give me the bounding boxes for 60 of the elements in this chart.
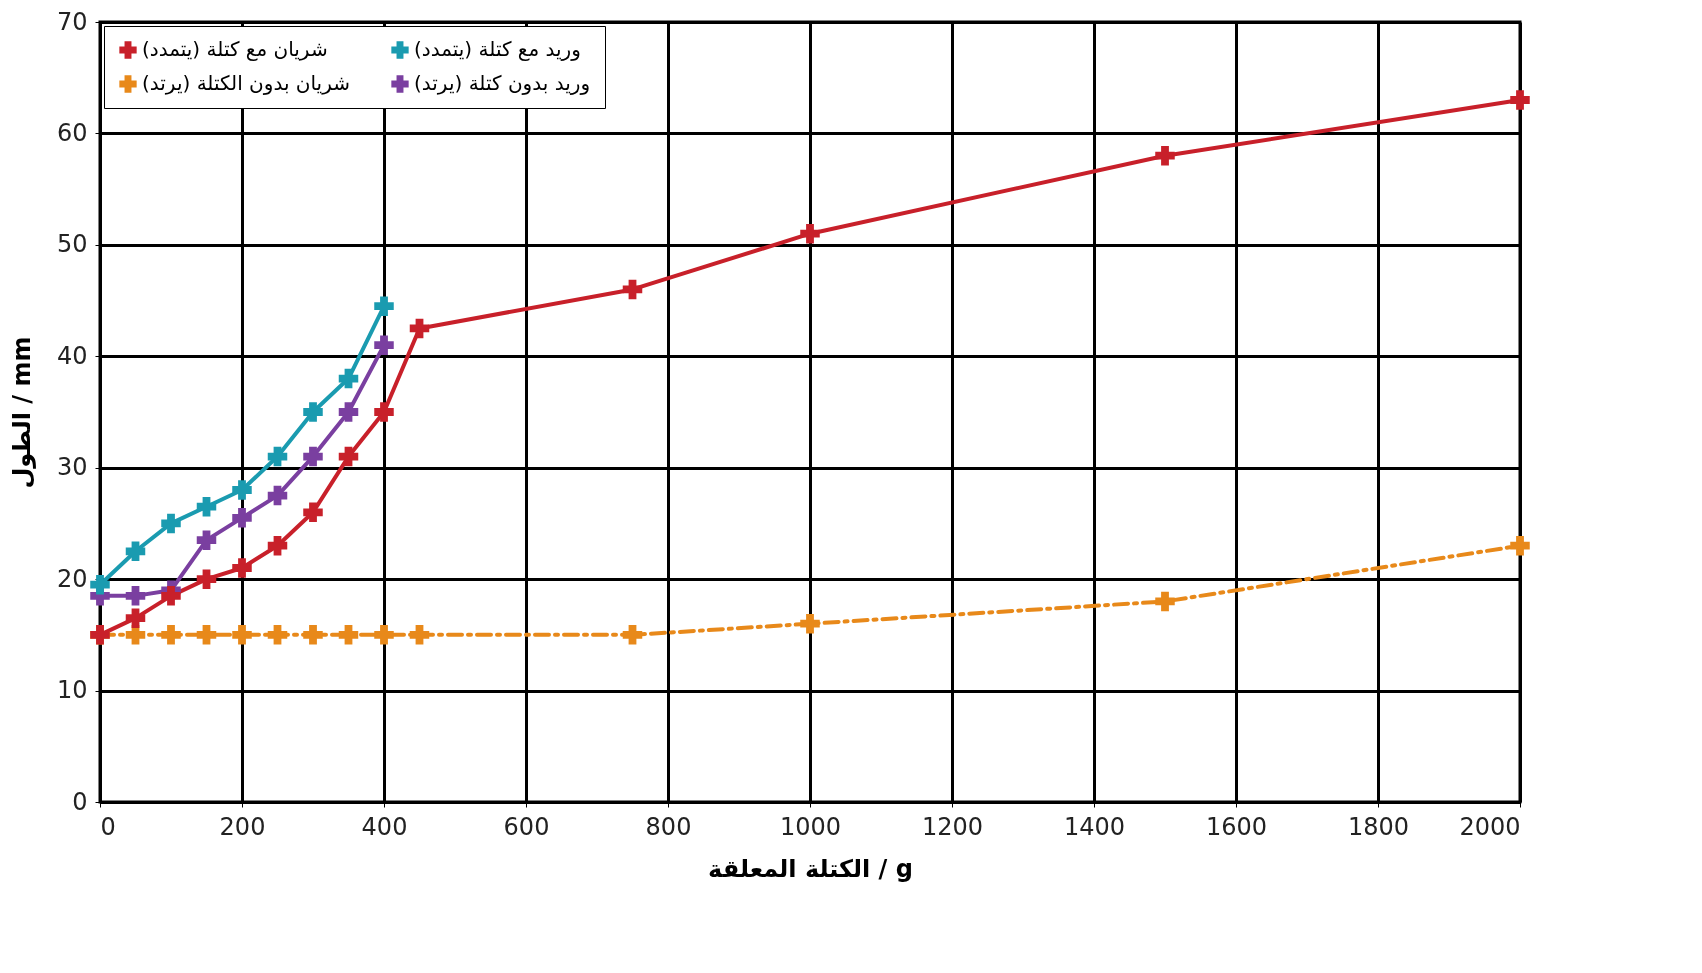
point [1510,535,1530,556]
y-tick-label: 60 [56,118,88,147]
point [267,625,288,645]
legend-label: وريد مع كتلة (يتمدد) [414,37,581,61]
point [125,586,146,606]
legend-label: شريان مع كتلة (يتمدد) [142,37,328,61]
y-axis-title: الطول / mm [7,336,36,489]
point [800,223,820,244]
point [374,296,394,316]
point [800,613,820,634]
x-tick-label: 200 [219,812,266,841]
point [303,402,323,422]
point [267,535,288,556]
point [1510,90,1530,110]
point [161,586,181,606]
point [409,625,430,645]
point [196,530,217,550]
y-tick-label: 30 [56,453,88,482]
y-tick-label: 50 [56,230,88,259]
x-tick-label: 600 [503,812,550,841]
legend-label: وريد بدون كتلة (يرتد) [414,71,591,95]
x-tick-label: 800 [645,812,692,841]
x-tick-label: 1400 [1063,812,1126,841]
y-tick-label: 70 [56,7,88,36]
y-tick-label: 0 [72,787,88,816]
point [161,513,181,534]
y-tick-label: 20 [56,564,88,593]
point [232,508,252,528]
x-tick-label: 0 [100,812,116,841]
x-tick-label: 1200 [921,812,984,841]
point [232,480,252,500]
point [338,402,359,422]
y-tick-label: 10 [56,676,88,705]
point [303,625,323,645]
x-tick-label: 1000 [779,812,842,841]
point [338,625,359,645]
point [196,625,217,645]
point [196,569,217,589]
point [196,496,217,517]
point [125,608,146,628]
y-tick-label: 40 [56,341,88,370]
point [232,625,252,645]
point [90,574,110,595]
point [622,625,643,645]
point [1155,591,1175,612]
point [161,625,181,645]
point [303,446,323,467]
point [374,625,394,645]
point [232,558,252,578]
legend-label: شريان بدون الكتلة (يرتد) [142,71,350,95]
x-tick-label: 2000 [1459,812,1521,841]
point [374,335,394,355]
x-tick-label: 1800 [1347,812,1410,841]
x-tick-label: 400 [361,812,408,841]
point [374,402,394,422]
point [1155,145,1175,166]
point [125,541,146,562]
point [303,502,323,523]
x-tick-label: 1600 [1205,812,1268,841]
x-axis-title: الكتلة المعلقة / g [708,854,913,883]
